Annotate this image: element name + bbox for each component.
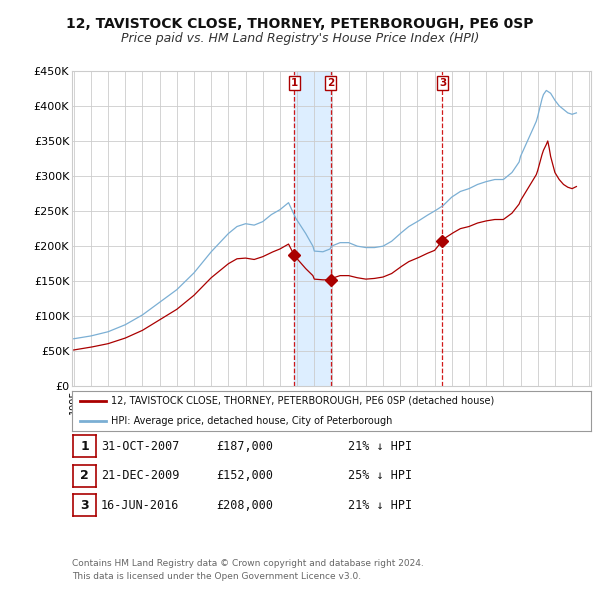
Text: 3: 3 (439, 78, 446, 88)
Text: £208,000: £208,000 (216, 499, 273, 512)
Text: 31-OCT-2007: 31-OCT-2007 (101, 440, 179, 453)
Text: 21% ↓ HPI: 21% ↓ HPI (348, 499, 412, 512)
Text: HPI: Average price, detached house, City of Peterborough: HPI: Average price, detached house, City… (111, 416, 392, 425)
Text: £152,000: £152,000 (216, 469, 273, 482)
Text: 1: 1 (290, 78, 298, 88)
Text: 2: 2 (327, 78, 334, 88)
Text: 12, TAVISTOCK CLOSE, THORNEY, PETERBOROUGH, PE6 0SP (detached house): 12, TAVISTOCK CLOSE, THORNEY, PETERBOROU… (111, 396, 494, 405)
Text: 2: 2 (80, 469, 89, 482)
Text: This data is licensed under the Open Government Licence v3.0.: This data is licensed under the Open Gov… (72, 572, 361, 581)
Text: 1: 1 (80, 440, 89, 453)
Text: 21% ↓ HPI: 21% ↓ HPI (348, 440, 412, 453)
Text: Price paid vs. HM Land Registry's House Price Index (HPI): Price paid vs. HM Land Registry's House … (121, 32, 479, 45)
Bar (294, 71, 331, 386)
Text: 3: 3 (80, 499, 89, 512)
Text: £187,000: £187,000 (216, 440, 273, 453)
Text: 12, TAVISTOCK CLOSE, THORNEY, PETERBOROUGH, PE6 0SP: 12, TAVISTOCK CLOSE, THORNEY, PETERBOROU… (66, 17, 534, 31)
Text: 21-DEC-2009: 21-DEC-2009 (101, 469, 179, 482)
Text: Contains HM Land Registry data © Crown copyright and database right 2024.: Contains HM Land Registry data © Crown c… (72, 559, 424, 568)
Text: 25% ↓ HPI: 25% ↓ HPI (348, 469, 412, 482)
Text: 16-JUN-2016: 16-JUN-2016 (101, 499, 179, 512)
